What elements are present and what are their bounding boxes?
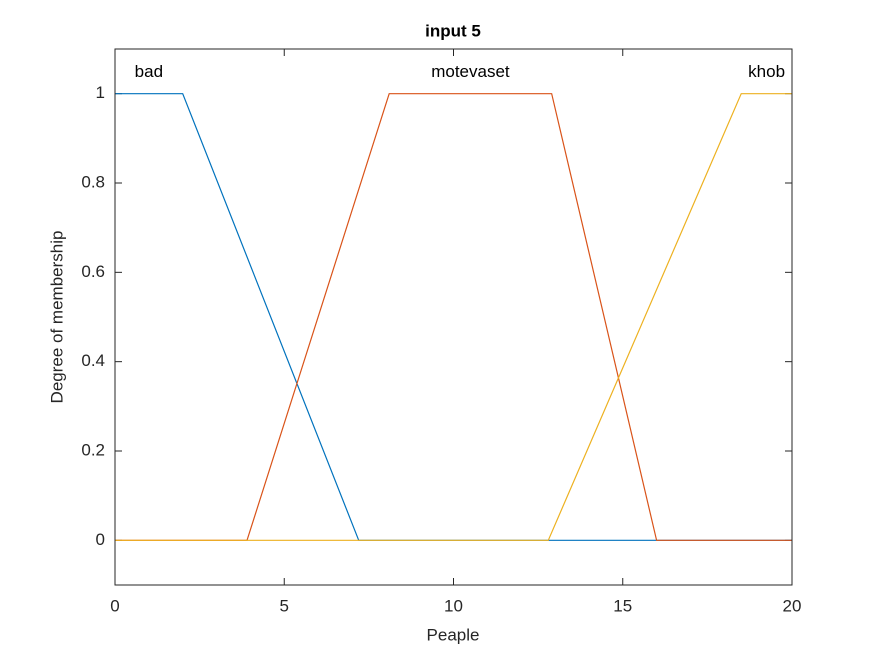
series-label: khob <box>748 62 785 81</box>
x-tick-label: 10 <box>444 596 463 615</box>
y-tick-label: 1 <box>96 83 105 102</box>
x-tick-label: 15 <box>613 596 632 615</box>
y-tick-label: 0.2 <box>81 440 105 459</box>
series-label: motevaset <box>431 62 510 81</box>
series-label: bad <box>135 62 163 81</box>
x-tick-label: 5 <box>280 596 289 615</box>
y-tick-label: 0.6 <box>81 262 105 281</box>
x-tick-label: 0 <box>110 596 119 615</box>
line <box>115 93 792 541</box>
y-tick-label: 0.8 <box>81 172 105 191</box>
y-tick-label: 0 <box>96 530 105 549</box>
chart-title: input 5 <box>425 21 481 40</box>
x-tick-label: 20 <box>783 596 802 615</box>
y-tick-label: 0.4 <box>81 351 105 370</box>
axes-box <box>114 48 793 586</box>
line <box>115 93 792 541</box>
x-axis-label: Peaple <box>427 625 480 644</box>
y-axis-label: Degree of membership <box>47 231 66 404</box>
